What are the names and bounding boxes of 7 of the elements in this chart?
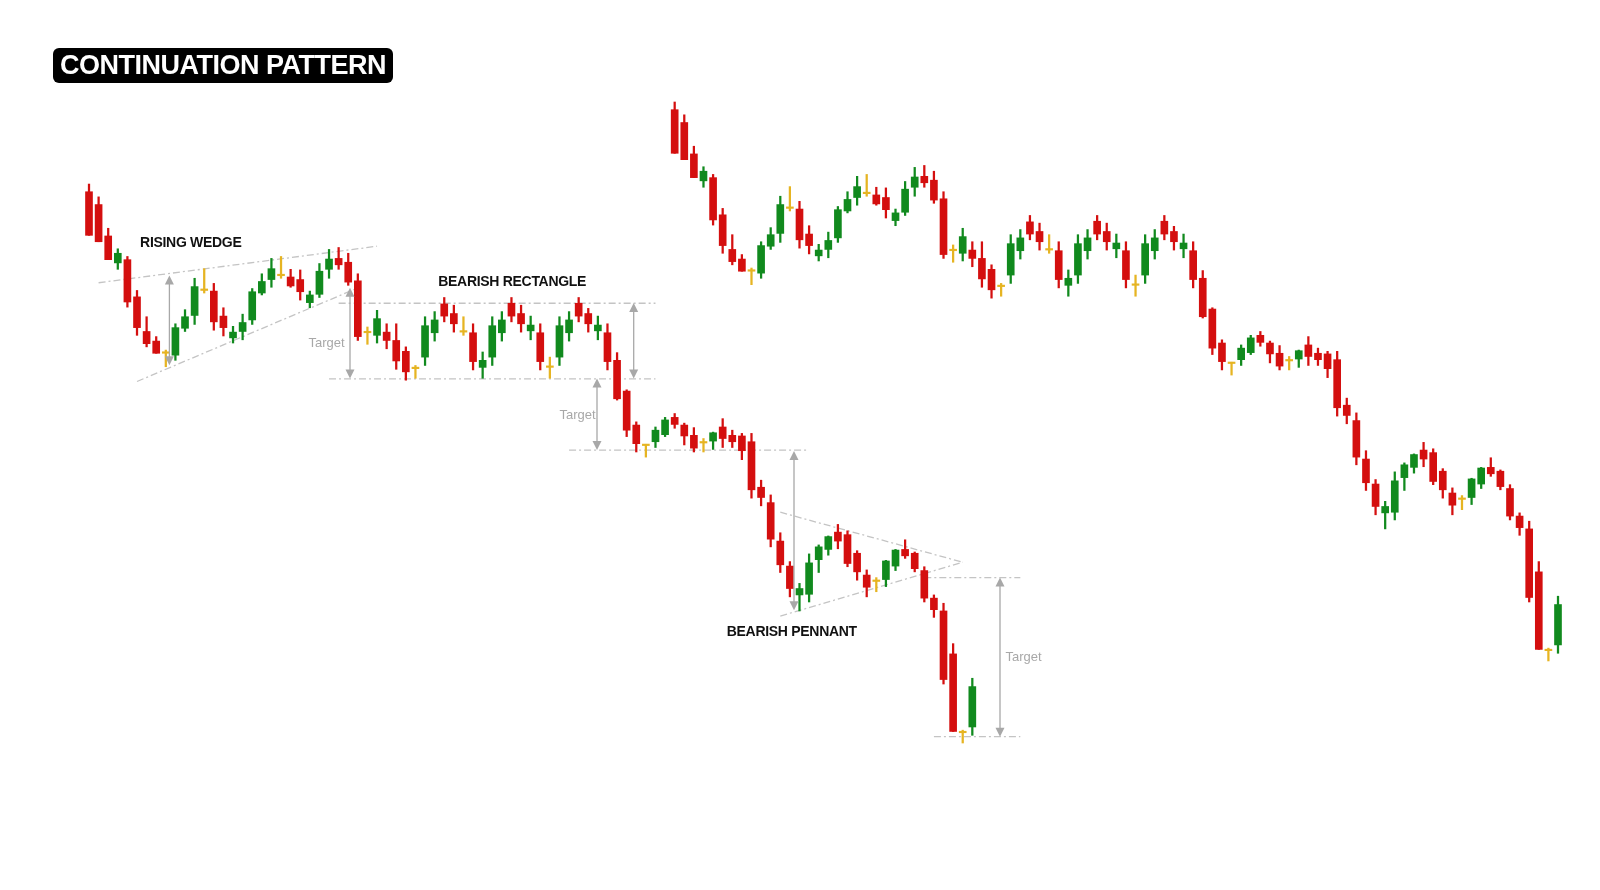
annotation: RISING WEDGE bbox=[140, 233, 242, 250]
annotation: BEARISH RECTANGLE bbox=[438, 272, 587, 289]
annotation: BEARISH PENNANT bbox=[726, 622, 857, 639]
annotation: Target bbox=[559, 406, 596, 422]
annotation: Target bbox=[308, 334, 345, 350]
chart-title: CONTINUATION PATTERN bbox=[53, 48, 393, 83]
annotation: Target bbox=[1005, 648, 1042, 664]
